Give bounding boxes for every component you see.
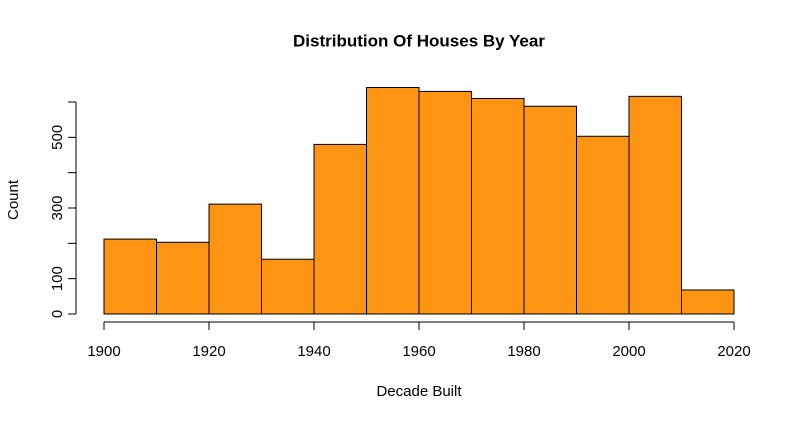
y-tick-label: 300 bbox=[49, 195, 66, 220]
x-tick-label: 2000 bbox=[612, 343, 645, 360]
bar bbox=[576, 135, 630, 315]
x-tick-label: 1900 bbox=[87, 343, 120, 360]
x-tick-label: 2020 bbox=[717, 343, 750, 360]
bar bbox=[366, 87, 420, 315]
bar bbox=[418, 90, 472, 315]
bar bbox=[261, 258, 315, 315]
bar bbox=[628, 95, 682, 315]
bar bbox=[103, 238, 157, 315]
y-tick-label: 500 bbox=[49, 125, 66, 150]
bar bbox=[156, 241, 210, 315]
y-tick-label: 100 bbox=[49, 266, 66, 291]
bar bbox=[208, 203, 262, 315]
x-axis-label: Decade Built bbox=[376, 383, 462, 400]
x-tick-label: 1980 bbox=[507, 343, 540, 360]
x-tick-label: 1940 bbox=[297, 343, 330, 360]
x-tick-label: 1960 bbox=[402, 343, 435, 360]
bar bbox=[313, 143, 367, 315]
chart-title: Distribution Of Houses By Year bbox=[293, 31, 545, 50]
y-tick-label: 0 bbox=[49, 310, 66, 318]
bar bbox=[681, 289, 735, 315]
bar bbox=[471, 97, 525, 315]
x-tick-label: 1920 bbox=[192, 343, 225, 360]
y-axis-label: Count bbox=[5, 179, 22, 220]
bar bbox=[523, 105, 577, 315]
